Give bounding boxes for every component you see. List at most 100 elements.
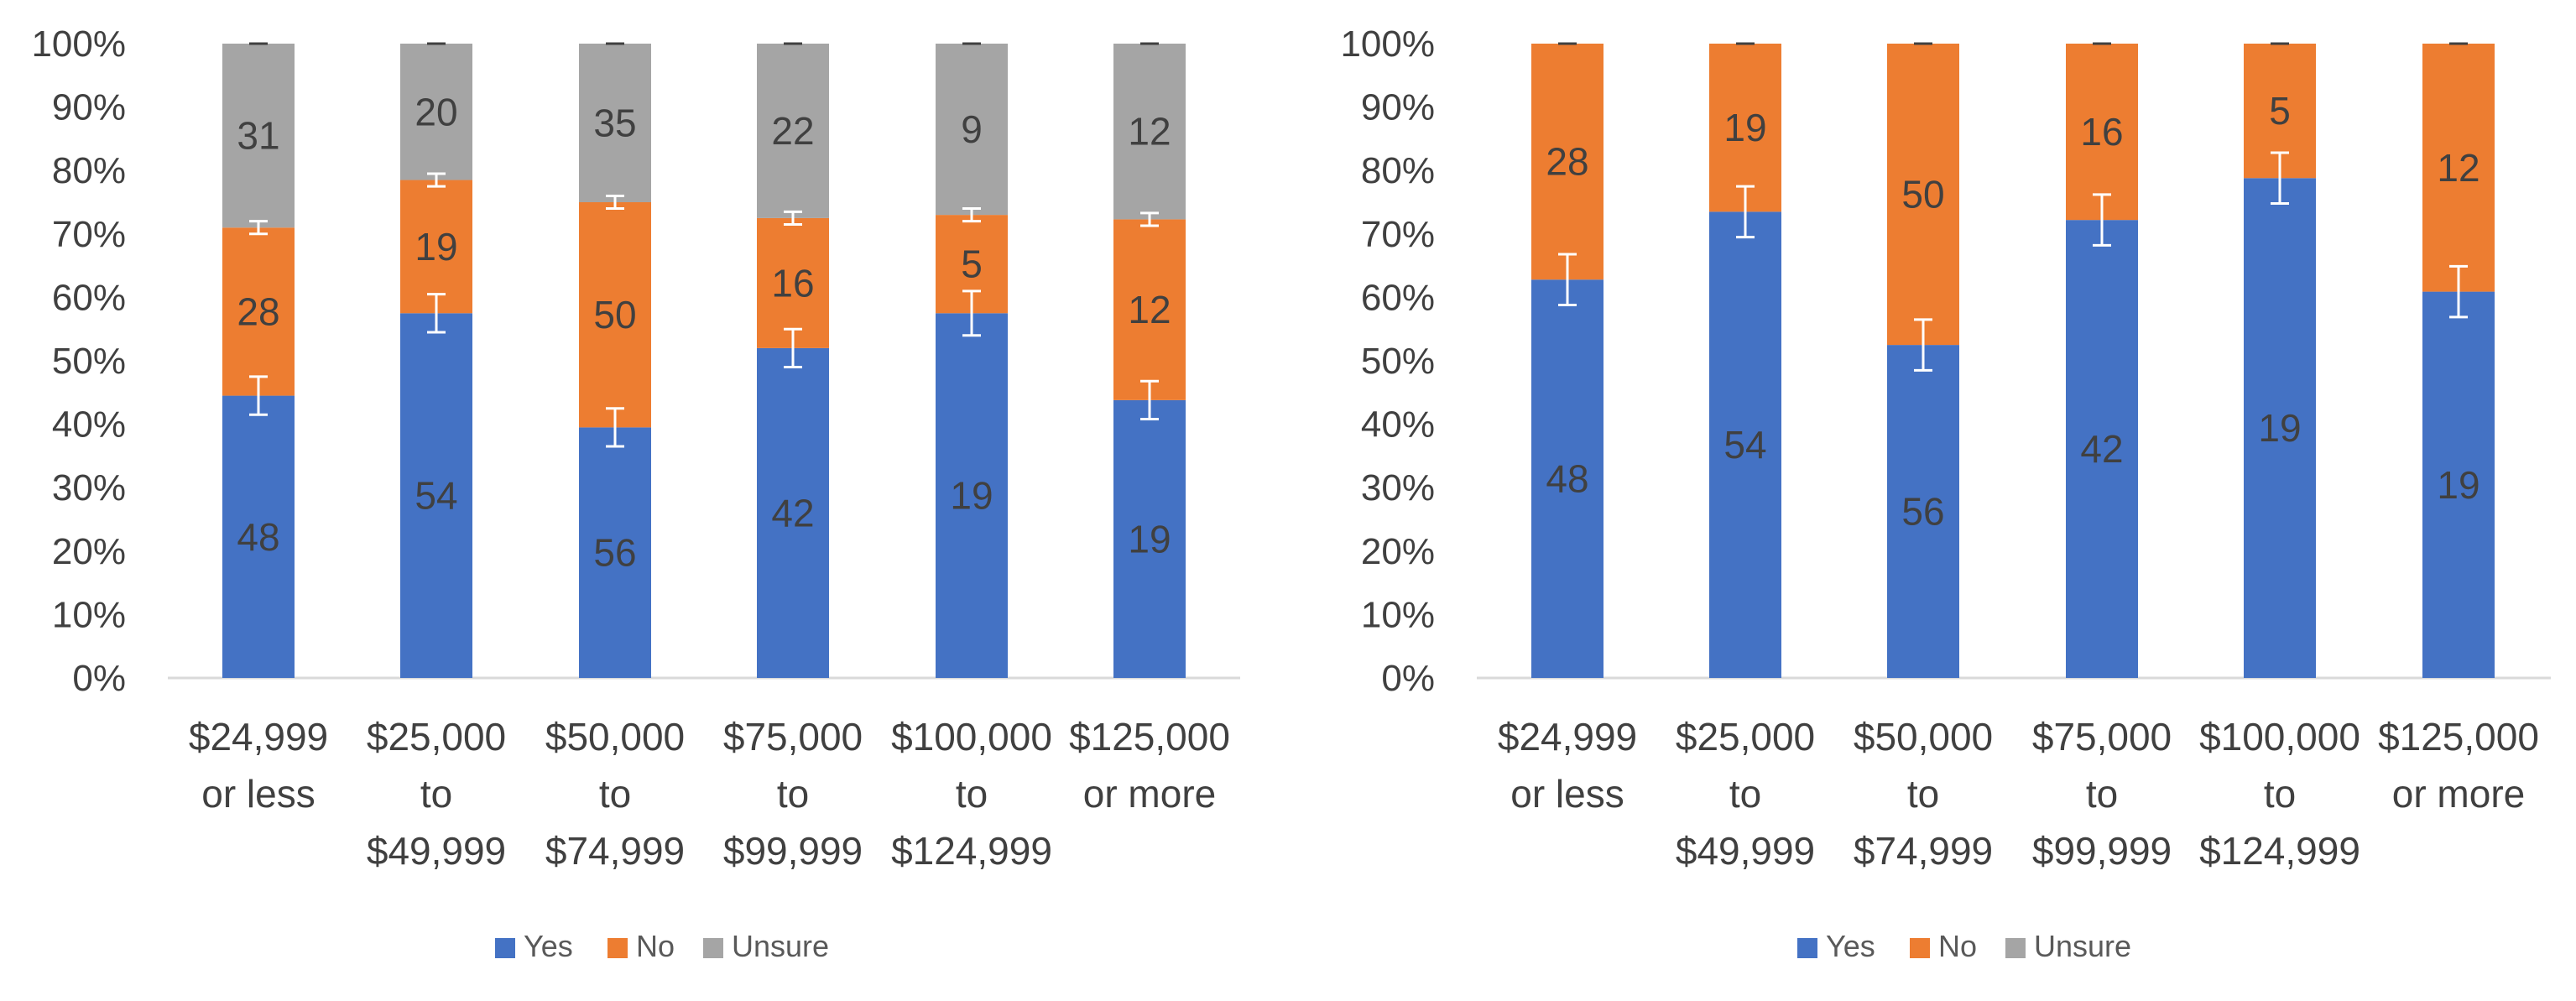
data-label: 5 (961, 242, 983, 286)
legend-label-unsure: Unsure (732, 929, 829, 963)
legend-swatch-no (607, 938, 628, 958)
data-label: 19 (2437, 463, 2480, 507)
data-label: 12 (2437, 146, 2480, 190)
legend-label-unsure: Unsure (2034, 929, 2131, 963)
data-label: 48 (237, 515, 279, 559)
data-label: 22 (771, 109, 814, 153)
data-label: 28 (237, 289, 279, 333)
legend-swatch-yes (1797, 938, 1817, 958)
data-label: 19 (950, 474, 993, 518)
x-tick-label: to (956, 772, 988, 816)
y-tick-label: 90% (52, 87, 126, 128)
bar-unsure (757, 44, 829, 218)
data-label: 20 (415, 90, 457, 133)
x-tick-label: or more (2392, 772, 2525, 816)
bar-no (2066, 44, 2138, 221)
legend-label-yes: Yes (1826, 929, 1875, 963)
bar-yes (1113, 399, 1186, 678)
y-tick-label: 20% (1361, 531, 1435, 572)
x-tick-label: $49,999 (1676, 829, 1815, 873)
data-label: 28 (1546, 140, 1588, 184)
y-tick-label: 60% (52, 277, 126, 318)
data-label: 19 (2258, 406, 2301, 450)
bar-no (1709, 44, 1781, 212)
chart-right: 0% 10% 20% 30% 40% 50% 60% 70% 80% 90% 100% 48 28 $24… (1340, 23, 2551, 963)
chart-left: 0% 10% 20% 30% 40% 50% 60% 70% 80% 90% 100% 48 28 31 $… (31, 23, 1240, 963)
y-tick-label: 10% (52, 594, 126, 635)
bar-yes (757, 347, 829, 678)
x-tick-label: $100,000 (2199, 715, 2360, 759)
bar-yes (400, 313, 472, 678)
bar-yes (2422, 291, 2495, 678)
y-tick-label: 40% (52, 404, 126, 446)
y-tick-label: 30% (1361, 467, 1435, 508)
y-tick-label: 60% (1361, 277, 1435, 318)
bar-unsure (936, 44, 1008, 216)
y-tick-label: 50% (1361, 341, 1435, 382)
x-tick-label: $25,000 (1676, 715, 1815, 759)
data-label: 31 (237, 114, 279, 158)
bar-no (579, 202, 651, 428)
x-tick-label: $100,000 (891, 715, 1052, 759)
y-tick-label: 70% (52, 214, 126, 255)
legend-swatch-no (1910, 938, 1930, 958)
legend-label-no: No (636, 929, 675, 963)
data-label: 54 (415, 474, 457, 518)
y-tick-label: 70% (1361, 214, 1435, 255)
x-tick-label: $49,999 (367, 829, 506, 873)
x-tick-label: to (599, 772, 631, 816)
y-tick-label: 50% (52, 341, 126, 382)
y-tick-label: 100% (1340, 23, 1435, 65)
y-tick-label: 80% (1361, 150, 1435, 191)
bar-yes (1887, 345, 1959, 678)
legend-swatch-unsure (703, 938, 723, 958)
bar-no (222, 227, 295, 396)
bar-unsure (222, 44, 295, 228)
y-tick-label: 90% (1361, 87, 1435, 128)
data-label: 9 (961, 107, 983, 151)
x-tick-label: $99,999 (723, 829, 863, 873)
x-tick-label: or more (1083, 772, 1216, 816)
data-label: 16 (2080, 110, 2123, 154)
x-tick-label: to (777, 772, 809, 816)
data-label: 48 (1546, 457, 1588, 501)
bar-yes (1709, 211, 1781, 679)
y-tick-label: 100% (31, 23, 126, 65)
data-label: 42 (771, 491, 814, 534)
x-tick-label: $24,999 (189, 715, 328, 759)
y-tick-label: 0% (1381, 658, 1435, 699)
bar-yes (2066, 220, 2138, 679)
x-tick-label: $50,000 (545, 715, 685, 759)
data-label: 54 (1723, 423, 1766, 467)
x-tick-label: $99,999 (2032, 829, 2172, 873)
bar-no (1887, 44, 1959, 346)
data-label: 19 (1723, 106, 1766, 149)
bar-no (400, 180, 472, 314)
data-label: 50 (593, 293, 636, 336)
data-label: 56 (593, 531, 636, 575)
bar-no (2422, 44, 2495, 292)
bar-unsure (1113, 44, 1186, 220)
x-tick-label: $74,999 (545, 829, 685, 873)
bar-yes (222, 395, 295, 678)
bar-unsure (400, 44, 472, 180)
bar-yes (579, 427, 651, 678)
legend-label-yes: Yes (524, 929, 573, 963)
x-tick-label: to (2086, 772, 2118, 816)
legend-label-no: No (1938, 929, 1977, 963)
x-tick-label: $125,000 (2378, 715, 2539, 759)
data-label: 12 (1128, 110, 1171, 154)
data-label: 5 (2269, 89, 2291, 133)
bar-yes (936, 313, 1008, 678)
data-label: 12 (1128, 288, 1171, 331)
x-tick-label: $50,000 (1854, 715, 1993, 759)
data-label: 56 (1901, 490, 1944, 534)
legend-swatch-yes (495, 938, 515, 958)
bar-no (757, 217, 829, 348)
x-tick-label: $124,999 (891, 829, 1052, 873)
bar-yes (1531, 279, 1603, 678)
data-label: 50 (1901, 173, 1944, 216)
x-tick-label: to (420, 772, 452, 816)
x-tick-label: or less (1510, 772, 1624, 816)
